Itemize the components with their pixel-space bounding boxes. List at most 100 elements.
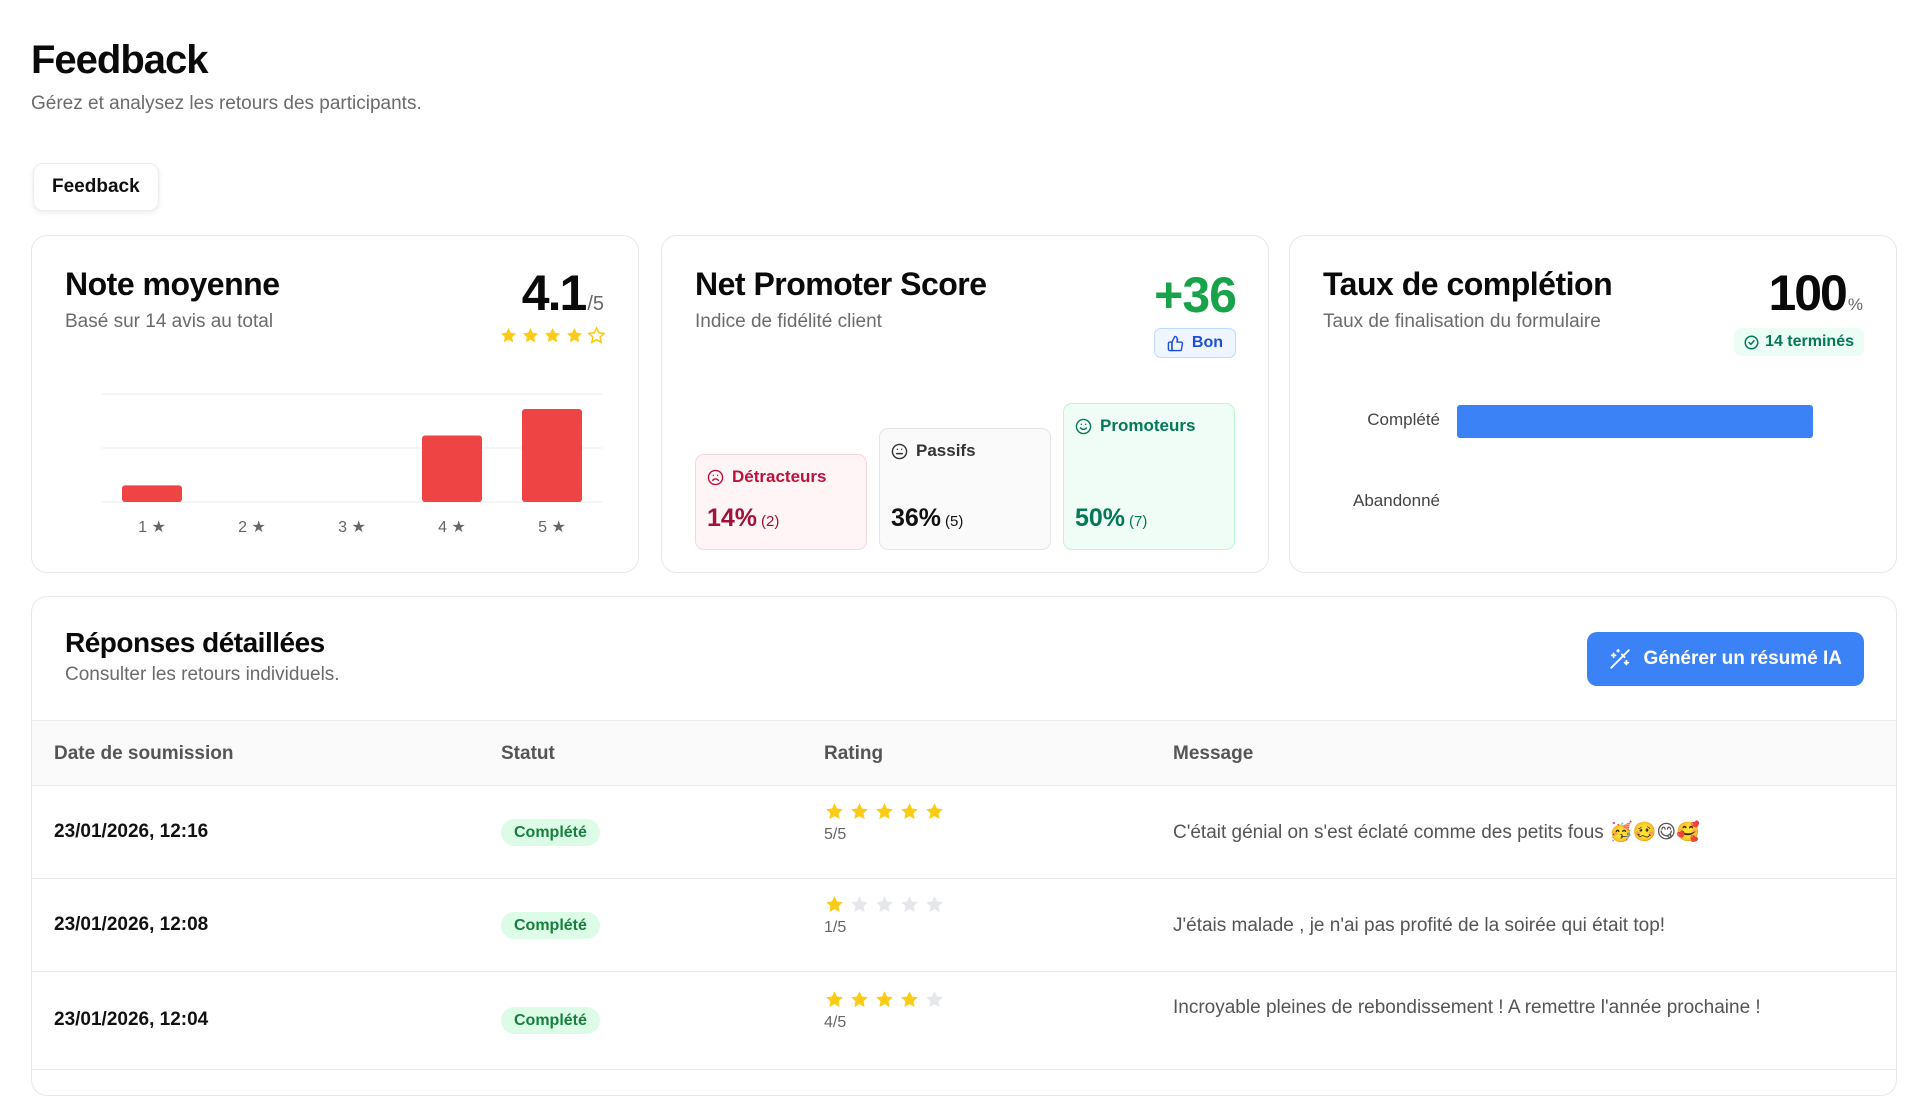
check-circle-icon — [1744, 335, 1759, 349]
responses-card: Réponses détaillées Consulter les retour… — [31, 596, 1897, 1096]
star-empty-icon — [901, 895, 918, 912]
passives-value: 36% (5) — [891, 504, 963, 533]
page-subtitle: Gérez et analysez les retours des partic… — [31, 93, 422, 114]
detractors-box: Détracteurs 14% (2) — [695, 454, 867, 550]
column-header-status[interactable]: Statut — [501, 743, 555, 764]
tab-feedback[interactable]: Feedback — [33, 163, 159, 211]
average-rating-title: Note moyenne — [65, 266, 280, 302]
star-outline-icon — [587, 326, 606, 344]
completed-label: Complété — [1367, 410, 1440, 429]
cell-status: Complété — [501, 818, 600, 846]
generate-ai-summary-button[interactable]: Générer un résumé IA — [1587, 632, 1864, 686]
star-filled-icon — [544, 327, 561, 343]
passives-count: (5) — [945, 513, 964, 530]
detractors-label: Détracteurs — [732, 467, 827, 486]
detractors-pct: 14% — [707, 504, 758, 532]
table-header: Date de soumission Statut Rating Message — [32, 720, 1896, 786]
column-header-message[interactable]: Message — [1173, 743, 1254, 764]
abandoned-bar-track — [1457, 486, 1813, 519]
promoters-pct: 50% — [1075, 504, 1126, 532]
average-rating-value: 4.1/5 — [522, 264, 604, 322]
cell-rating: 1/5 — [824, 894, 945, 937]
average-rating-card: Note moyenne Basé sur 14 avis au total 4… — [31, 235, 639, 573]
star-filled-icon — [901, 802, 918, 819]
cell-rating: 4/5 — [824, 989, 945, 1032]
nps-badge: Bon — [1153, 328, 1236, 358]
star-filled-icon — [500, 327, 517, 343]
passives-pct: 36% — [891, 504, 942, 532]
column-header-rating[interactable]: Rating — [824, 743, 884, 764]
responses-subtitle: Consulter les retours individuels. — [65, 664, 340, 685]
x-tick-label: 3 ★ — [338, 519, 366, 536]
meh-icon — [891, 443, 908, 459]
detractors-label-row: Détracteurs — [707, 467, 855, 487]
completion-number: 100 — [1768, 265, 1847, 321]
cell-message: J'étais malade , je n'ai pas profité de … — [1173, 914, 1666, 936]
passives-label: Passifs — [916, 441, 976, 460]
column-header-date[interactable]: Date de soumission — [54, 743, 234, 764]
passives-label-row: Passifs — [891, 441, 1039, 461]
thumbs-up-icon — [1167, 335, 1184, 351]
rating-value: 4/5 — [824, 1014, 847, 1031]
rating-stars — [824, 989, 945, 1010]
star-empty-icon — [876, 895, 893, 912]
average-rating-unit: /5 — [587, 293, 604, 315]
detractors-value: 14% (2) — [707, 504, 779, 533]
responses-table: Date de soumission Statut Rating Message… — [32, 720, 1896, 1070]
table-row[interactable]: 23/01/2026, 12:04 Complété 4/5 Incroyable p… — [32, 972, 1896, 1070]
abandoned-label: Abandonné — [1353, 491, 1440, 510]
cell-rating: 5/5 — [824, 801, 945, 844]
bar-5-star — [522, 408, 582, 502]
cell-message: C'était génial on s'est éclaté comme des… — [1173, 821, 1700, 843]
average-rating-stars — [499, 326, 606, 345]
star-filled-icon — [826, 802, 843, 819]
x-tick-label: 4 ★ — [438, 519, 466, 536]
table-row[interactable]: 23/01/2026, 12:08 Complété 1/5 J'étais mala… — [32, 879, 1896, 972]
responses-title: Réponses détaillées — [65, 627, 325, 658]
completion-labels: Complété Abandonné — [1320, 236, 1440, 574]
star-filled-icon — [522, 327, 539, 343]
nps-subtitle: Indice de fidélité client — [695, 311, 882, 332]
page-title: Feedback — [31, 38, 209, 82]
completed-bar-track — [1457, 405, 1813, 438]
status-badge: Complété — [501, 1007, 600, 1034]
cell-status: Complété — [501, 1007, 600, 1034]
magic-wand-icon — [1610, 648, 1631, 669]
cell-status: Complété — [501, 911, 600, 939]
star-filled-icon — [826, 991, 843, 1008]
completion-subtitle: Taux de finalisation du formulaire — [1323, 311, 1601, 332]
star-filled-icon — [566, 327, 583, 343]
promoters-value: 50% (7) — [1075, 504, 1147, 533]
detractors-count: (2) — [761, 513, 780, 530]
rating-value: 5/5 — [824, 825, 847, 843]
smile-icon — [1075, 418, 1092, 434]
completion-badge-label: 14 terminés — [1765, 333, 1854, 350]
nps-card: Net Promoter Score Indice de fidélité cl… — [661, 235, 1269, 573]
star-empty-icon — [926, 895, 943, 912]
rating-value: 1/5 — [824, 918, 847, 936]
rating-stars — [824, 894, 945, 915]
completion-badge: 14 terminés — [1734, 328, 1864, 356]
cell-date: 23/01/2026, 12:04 — [54, 1009, 209, 1030]
x-tick-label: 5 ★ — [538, 519, 566, 536]
rating-distribution-svg: 1 ★ 2 ★ 3 ★ 4 ★ 5 ★ — [102, 393, 602, 536]
star-filled-icon — [926, 802, 943, 819]
average-rating-number: 4.1 — [521, 265, 588, 321]
average-rating-subtitle: Basé sur 14 avis au total — [65, 311, 274, 332]
nps-value: +36 — [1154, 267, 1237, 323]
bar-4-star — [422, 435, 482, 502]
promoters-label-row: Promoteurs — [1075, 416, 1223, 436]
completed-bar — [1457, 405, 1813, 438]
completion-value: 100% — [1768, 264, 1863, 322]
star-filled-icon — [876, 802, 893, 819]
star-filled-icon — [901, 991, 918, 1008]
nps-title: Net Promoter Score — [695, 266, 987, 302]
cell-date: 23/01/2026, 12:08 — [54, 913, 209, 935]
table-row[interactable]: 23/01/2026, 12:16 Complété 5/5 C'était géni… — [32, 786, 1896, 879]
star-filled-icon — [851, 991, 868, 1008]
completion-title: Taux de complétion — [1323, 266, 1613, 302]
completion-unit: % — [1847, 295, 1863, 314]
rating-stars — [824, 801, 945, 822]
generate-ai-summary-label: Générer un résumé IA — [1643, 648, 1842, 669]
x-tick-label: 1 ★ — [138, 519, 166, 536]
